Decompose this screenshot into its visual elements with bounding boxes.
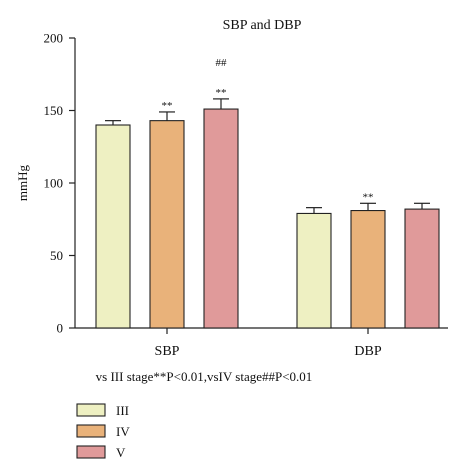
bar xyxy=(296,212,332,329)
bars-group: ** ## ** ** xyxy=(95,57,440,329)
y-axis-label: mmHg xyxy=(15,164,30,201)
bar xyxy=(350,210,386,329)
bar xyxy=(404,208,440,329)
significance-label: ** xyxy=(216,87,227,99)
legend: III IV V xyxy=(76,403,130,460)
y-tick-label: 150 xyxy=(44,103,64,118)
legend-label: III xyxy=(116,403,129,418)
bar xyxy=(95,124,131,329)
y-axis-ticks: 0 50 100 150 200 xyxy=(44,31,75,336)
y-tick-label: 200 xyxy=(44,31,64,46)
footnote: vs III stage**P<0.01,vsIV stage##P<0.01 xyxy=(96,369,313,384)
x-axis-ticks: SBP DBP xyxy=(155,328,382,359)
x-tick-label: SBP xyxy=(155,344,180,359)
legend-label: V xyxy=(116,445,126,460)
significance-label: ## xyxy=(216,57,228,69)
y-tick-label: 0 xyxy=(57,321,64,336)
bar xyxy=(203,108,239,329)
significance-label: ** xyxy=(363,191,374,203)
legend-label: IV xyxy=(116,424,130,439)
legend-swatch xyxy=(76,403,106,417)
chart-title: SBP and DBP xyxy=(223,18,302,33)
y-tick-label: 50 xyxy=(50,248,63,263)
x-tick-label: DBP xyxy=(354,344,381,359)
y-tick-label: 100 xyxy=(44,176,64,191)
legend-swatch xyxy=(76,445,106,459)
bar xyxy=(149,120,185,329)
significance-label: ** xyxy=(162,100,173,112)
legend-swatch xyxy=(76,424,106,438)
